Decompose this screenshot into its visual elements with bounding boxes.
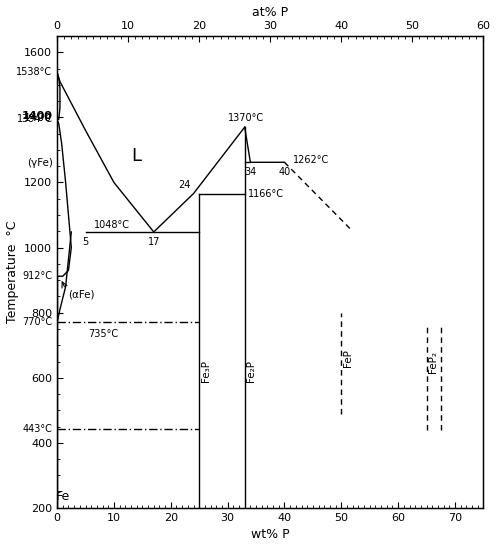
- Text: 1370°C: 1370°C: [228, 113, 264, 123]
- Text: Fe: Fe: [56, 490, 70, 503]
- Text: 770°C: 770°C: [22, 317, 53, 328]
- Text: 34: 34: [244, 167, 256, 177]
- Text: 1394°C: 1394°C: [16, 114, 53, 124]
- Text: 1262°C: 1262°C: [293, 155, 329, 165]
- Text: L: L: [131, 148, 142, 165]
- Text: 443°C: 443°C: [23, 424, 53, 434]
- Text: 24: 24: [178, 179, 190, 190]
- Text: 5: 5: [82, 237, 89, 247]
- Text: 17: 17: [147, 237, 160, 247]
- Text: 735°C: 735°C: [88, 329, 119, 339]
- Text: Fe₃P: Fe₃P: [201, 360, 211, 382]
- Text: FeP: FeP: [343, 350, 353, 367]
- Text: FeP₂: FeP₂: [429, 351, 438, 373]
- Text: 1048°C: 1048°C: [94, 220, 130, 230]
- Text: 40: 40: [278, 167, 291, 177]
- Text: 1166°C: 1166°C: [248, 189, 284, 199]
- Y-axis label: Temperature  °C: Temperature °C: [5, 221, 18, 323]
- Text: 1538°C: 1538°C: [16, 67, 53, 78]
- Text: Fe₂P: Fe₂P: [247, 360, 256, 382]
- X-axis label: at% P: at% P: [252, 5, 288, 19]
- Text: 912°C: 912°C: [22, 271, 53, 281]
- Text: 1400: 1400: [22, 112, 53, 121]
- Text: (αFe): (αFe): [68, 290, 95, 300]
- X-axis label: wt% P: wt% P: [251, 528, 290, 542]
- Text: (γFe): (γFe): [27, 158, 53, 168]
